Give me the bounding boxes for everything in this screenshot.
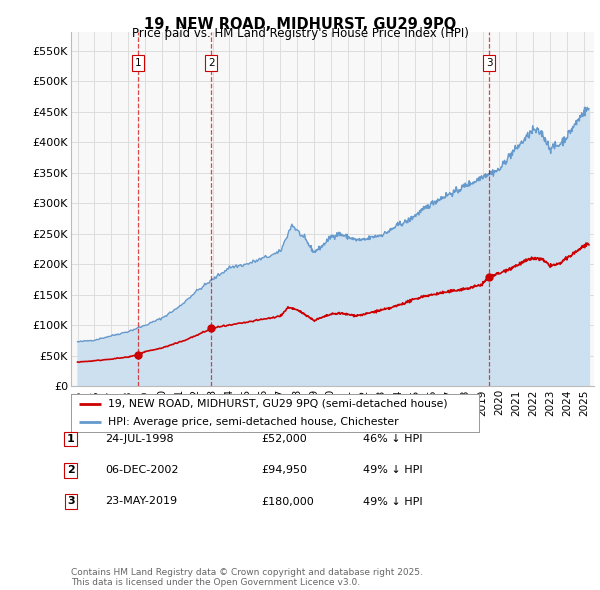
Text: 3: 3 bbox=[67, 497, 74, 506]
Text: 24-JUL-1998: 24-JUL-1998 bbox=[105, 434, 173, 444]
Text: 2: 2 bbox=[67, 466, 74, 475]
Text: 06-DEC-2002: 06-DEC-2002 bbox=[105, 466, 179, 475]
Text: 49% ↓ HPI: 49% ↓ HPI bbox=[363, 466, 422, 475]
Text: HPI: Average price, semi-detached house, Chichester: HPI: Average price, semi-detached house,… bbox=[107, 417, 398, 427]
Text: Price paid vs. HM Land Registry's House Price Index (HPI): Price paid vs. HM Land Registry's House … bbox=[131, 27, 469, 40]
Text: £52,000: £52,000 bbox=[261, 434, 307, 444]
Text: 23-MAY-2019: 23-MAY-2019 bbox=[105, 497, 177, 506]
Text: 2: 2 bbox=[208, 58, 215, 68]
Text: 1: 1 bbox=[134, 58, 141, 68]
Text: £94,950: £94,950 bbox=[261, 466, 307, 475]
Text: 19, NEW ROAD, MIDHURST, GU29 9PQ (semi-detached house): 19, NEW ROAD, MIDHURST, GU29 9PQ (semi-d… bbox=[107, 399, 447, 409]
Text: 1: 1 bbox=[67, 434, 74, 444]
Text: 46% ↓ HPI: 46% ↓ HPI bbox=[363, 434, 422, 444]
Text: Contains HM Land Registry data © Crown copyright and database right 2025.
This d: Contains HM Land Registry data © Crown c… bbox=[71, 568, 422, 587]
Text: 19, NEW ROAD, MIDHURST, GU29 9PQ: 19, NEW ROAD, MIDHURST, GU29 9PQ bbox=[144, 17, 456, 31]
Text: £180,000: £180,000 bbox=[261, 497, 314, 506]
Text: 49% ↓ HPI: 49% ↓ HPI bbox=[363, 497, 422, 506]
Text: 3: 3 bbox=[486, 58, 493, 68]
